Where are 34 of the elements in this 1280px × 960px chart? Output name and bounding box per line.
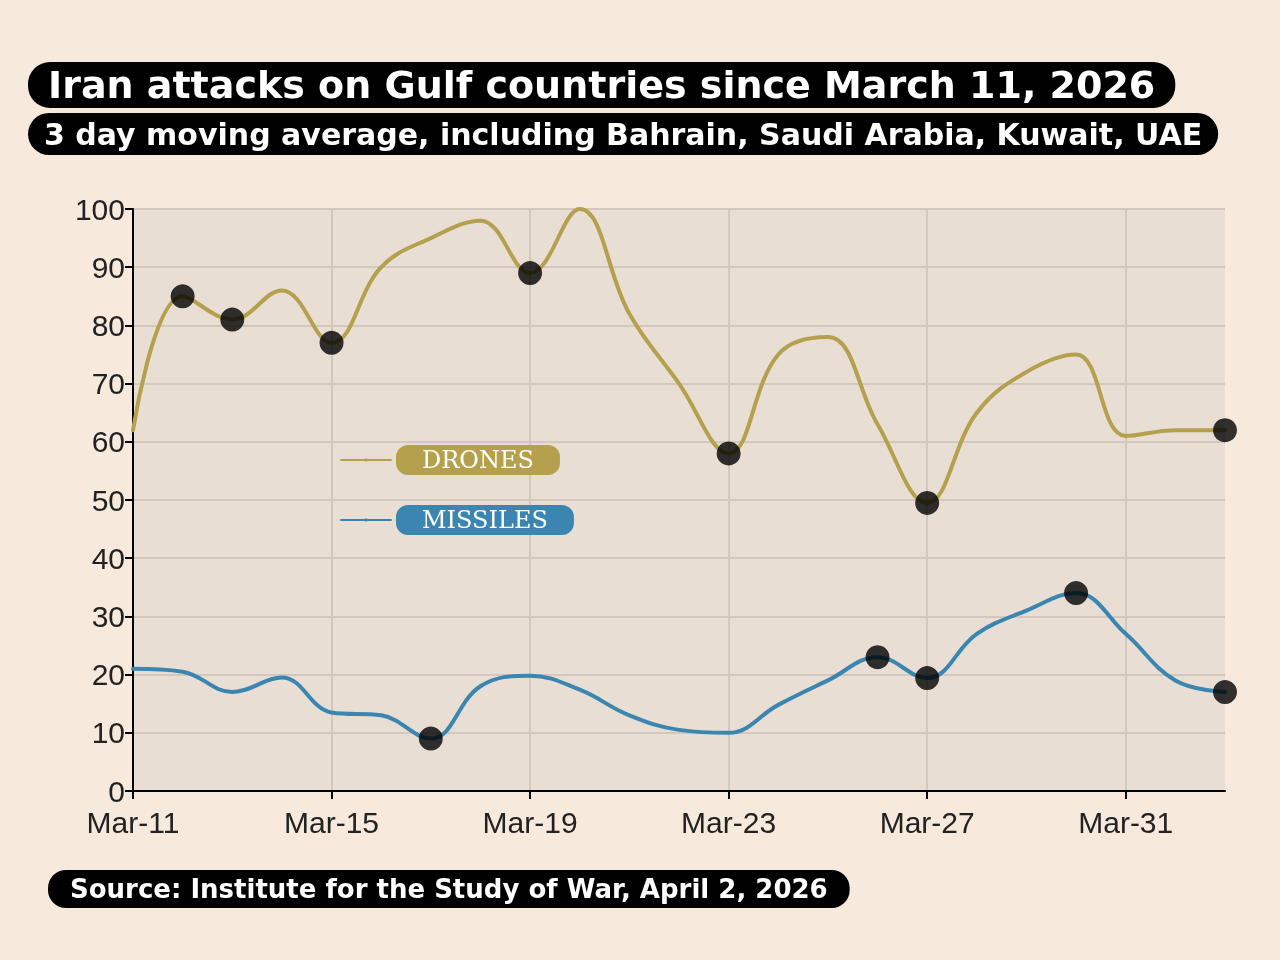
y-tick-label: 60 <box>91 425 125 459</box>
legend-label: DRONES <box>422 446 534 474</box>
x-tick-label: Mar-15 <box>284 805 380 839</box>
point <box>220 307 245 332</box>
y-tick-label: 0 <box>108 774 125 808</box>
point <box>418 726 443 751</box>
point <box>915 490 940 515</box>
x-tick-label: Mar-27 <box>879 805 975 839</box>
y-tick-label: 80 <box>91 308 125 342</box>
point <box>1064 581 1089 606</box>
source-note: Source: Institute for the Study of War, April 2, 2026 <box>70 874 828 904</box>
x-tick-label: Mar-11 <box>86 805 180 839</box>
point <box>170 284 195 309</box>
y-tick-label: 30 <box>91 599 125 633</box>
y-tick-label: 50 <box>91 483 125 517</box>
y-tick-label: 100 <box>74 192 125 226</box>
x-tick-label: Mar-19 <box>482 805 578 839</box>
point <box>1213 680 1237 705</box>
point <box>1213 418 1237 443</box>
y-tick-label: 20 <box>91 658 125 692</box>
legend-label: MISSILES <box>422 506 548 534</box>
x-tick-label: Mar-23 <box>681 805 777 839</box>
point <box>915 666 940 691</box>
y-tick-label: 40 <box>91 541 125 575</box>
y-tick-label: 10 <box>91 716 125 750</box>
y-tick-label: 90 <box>91 250 125 284</box>
chart-subtitle: 3 day moving average, including Bahrain, Saudi Arabia, Kuwait, UAE <box>44 116 1203 152</box>
point <box>518 261 543 286</box>
chart-title: Iran attacks on Gulf countries since March 11, 2026 <box>48 63 1156 107</box>
y-tick-label: 70 <box>91 367 125 401</box>
x-tick-label: Mar-31 <box>1078 805 1174 839</box>
point <box>319 330 344 355</box>
point <box>865 645 890 670</box>
point <box>716 441 741 466</box>
